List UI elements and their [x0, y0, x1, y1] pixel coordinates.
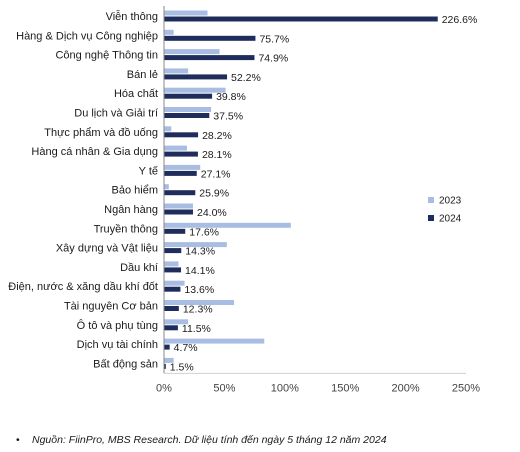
data-label: 4.7%	[174, 342, 198, 354]
data-label: 39.8%	[216, 91, 246, 103]
data-label: 25.9%	[199, 188, 229, 200]
data-label: 37.5%	[213, 111, 243, 123]
bar-2024	[164, 190, 196, 196]
bar-2023	[164, 29, 174, 35]
bar-2024	[164, 35, 256, 41]
bar-2024	[164, 286, 181, 292]
category-label: Bất động sản	[93, 358, 158, 370]
category-label: Điện, nước & xăng dầu khí đốt	[8, 281, 158, 293]
bar-2024	[164, 344, 170, 350]
bar-2024	[164, 132, 199, 138]
bar-2023	[164, 222, 291, 228]
x-tick-label: 250%	[452, 382, 480, 394]
category-label: Ngân hàng	[104, 204, 158, 216]
bar-2024	[164, 55, 255, 61]
bar-2023	[164, 49, 220, 55]
data-label: 13.6%	[184, 284, 214, 296]
data-label: 28.1%	[202, 149, 232, 161]
data-label: 27.1%	[201, 168, 231, 180]
category-label: Hóa chất	[114, 88, 158, 100]
x-tick-label: 200%	[392, 382, 420, 394]
category-label: Xây dựng và Vật liệu	[56, 243, 158, 255]
category-label: Truyền thông	[94, 223, 158, 235]
bullet-icon: •	[16, 434, 20, 446]
bar-2024	[164, 16, 438, 22]
x-tick-label: 150%	[331, 382, 359, 394]
data-label: 17.6%	[189, 226, 219, 238]
legend-label-2023: 2023	[439, 196, 462, 207]
category-label: Ô tô và phụ tùng	[77, 319, 158, 332]
bar-2023	[164, 164, 201, 170]
bar-2024	[164, 74, 228, 80]
bar-2024	[164, 248, 182, 254]
data-label: 24.0%	[197, 207, 227, 219]
category-label: Hàng cá nhân & Gia dụng	[31, 146, 158, 158]
bar-2023	[164, 145, 187, 151]
category-label: Công nghệ Thông tin	[55, 50, 158, 62]
source-note: • Nguồn: FiinPro, MBS Research. Dữ liệu t…	[16, 434, 387, 446]
data-label: 75.7%	[259, 33, 289, 45]
bar-2023	[164, 107, 212, 112]
bar-2024	[164, 93, 213, 99]
category-label: Y tế	[139, 165, 158, 177]
source-text: Nguồn: FiinPro, MBS Research. Dữ liệu tí…	[32, 434, 387, 446]
legend-label-2024: 2024	[439, 214, 462, 225]
legend-swatch-2024	[428, 215, 434, 221]
category-label: Bán lẻ	[127, 69, 158, 81]
category-label: Tài nguyên Cơ bản	[64, 301, 158, 313]
bar-2023	[164, 68, 189, 74]
bar-2023	[164, 87, 226, 93]
bar-chart: Viễn thông 226.6% Hàng & Dịch vụ Công nghi…	[8, 6, 480, 394]
data-label: 11.5%	[182, 323, 211, 335]
bar-2024	[164, 170, 197, 176]
bar-2024	[164, 306, 179, 311]
bar-2024	[164, 325, 178, 331]
bar-2023	[164, 10, 208, 16]
bar-2023	[164, 184, 169, 190]
bar-2023	[164, 242, 227, 248]
x-tick-label: 100%	[271, 382, 299, 394]
data-label: 12.3%	[183, 304, 213, 316]
legend-swatch-2023	[428, 197, 434, 203]
bar-2024	[164, 363, 166, 369]
bar-2023	[164, 126, 172, 132]
bar-2023	[164, 300, 235, 305]
bar-2024	[164, 113, 210, 118]
category-label: Viễn thông	[106, 10, 158, 23]
category-label: Hàng & Dịch vụ Công nghiệp	[16, 30, 158, 42]
bar-2023	[164, 261, 179, 267]
category-label: Dịch vụ tài chính	[77, 339, 158, 351]
data-label: 14.3%	[185, 246, 215, 258]
bar-2024	[164, 228, 186, 234]
data-label: 74.9%	[258, 53, 288, 65]
bar-2023	[164, 319, 189, 325]
category-label: Du lịch và Giải trí	[74, 108, 158, 120]
bar-2023	[164, 203, 193, 209]
bar-2023	[164, 338, 265, 344]
data-label: 226.6%	[442, 14, 478, 26]
category-label: Bảo hiểm	[112, 185, 158, 197]
data-label: 14.1%	[185, 265, 215, 277]
x-tick-label: 0%	[156, 382, 172, 394]
bar-2024	[164, 209, 193, 215]
category-label: Dầu khí	[120, 262, 158, 274]
category-label: Thực phẩm và đồ uống	[44, 127, 158, 139]
data-label: 28.2%	[202, 130, 232, 142]
bar-2024	[164, 267, 182, 273]
data-label: 52.2%	[231, 72, 261, 84]
bar-2023	[164, 280, 185, 286]
bar-2024	[164, 151, 198, 157]
x-tick-label: 50%	[213, 382, 235, 394]
data-label: 1.5%	[170, 361, 194, 373]
bar-2023	[164, 357, 174, 363]
